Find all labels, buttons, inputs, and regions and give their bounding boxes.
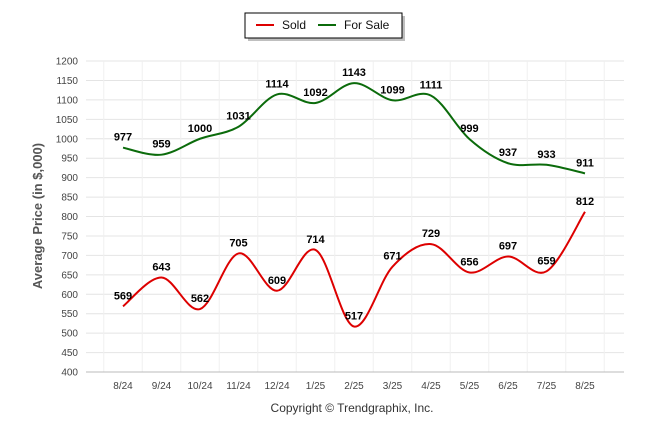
data-label-for-sale: 977	[114, 132, 132, 144]
y-tick-label: 1150	[56, 76, 78, 87]
y-tick-label: 600	[61, 290, 78, 301]
x-tick-label: 7/25	[537, 381, 557, 392]
y-tick-label: 750	[61, 231, 78, 242]
data-label-for-sale: 1111	[420, 80, 443, 92]
y-tick-label: 1200	[56, 57, 79, 68]
data-label-sold: 697	[499, 241, 517, 253]
data-label-for-sale: 959	[152, 139, 170, 151]
legend-forsale-label: For Sale	[344, 18, 390, 32]
y-tick-label: 1000	[56, 134, 79, 145]
y-axis-label: Average Price (in $,000)	[30, 143, 45, 289]
legend: Sold For Sale	[244, 12, 405, 41]
y-tick-label: 500	[61, 329, 78, 340]
series-line-sold	[122, 211, 586, 328]
data-label-sold: 671	[383, 251, 401, 263]
y-tick-label: 550	[61, 309, 78, 320]
data-label-sold: 569	[114, 290, 132, 302]
y-tick-label: 900	[61, 173, 78, 184]
data-label-for-sale: 1031	[226, 111, 250, 123]
x-tick-label: 8/25	[575, 381, 595, 392]
x-tick-label: 9/24	[152, 381, 172, 392]
x-tick-label: 5/25	[460, 381, 480, 392]
x-tick-label: 3/25	[383, 381, 403, 392]
data-label-sold: 729	[422, 228, 440, 240]
data-label-sold: 609	[268, 275, 286, 287]
x-tick-label: 1/25	[306, 381, 326, 392]
y-tick-label: 700	[61, 251, 78, 262]
y-tick-label: 950	[61, 154, 78, 165]
y-tick-label: 650	[61, 270, 78, 281]
data-label-for-sale: 937	[499, 147, 517, 159]
data-label-for-sale: 911	[576, 157, 594, 169]
data-label-for-sale: 1114	[265, 78, 289, 90]
data-label-for-sale: 1000	[188, 123, 212, 135]
series-lines	[122, 82, 586, 328]
data-labels: 569 643 562 705 609 714 517 671 729 656 697 659 812 9…	[114, 67, 594, 322]
data-label-for-sale: 1092	[303, 87, 327, 99]
y-tick-label: 400	[61, 368, 78, 379]
data-label-sold: 643	[152, 262, 170, 274]
y-tick-label: 1050	[56, 115, 79, 126]
y-tick-label: 800	[61, 212, 78, 223]
data-label-for-sale: 999	[460, 123, 478, 135]
grid-lines	[86, 60, 624, 373]
data-label-sold: 705	[229, 237, 247, 249]
data-label-sold: 517	[345, 311, 363, 323]
y-tick-label: 1100	[56, 95, 78, 106]
x-tick-label: 2/25	[344, 381, 364, 392]
y-tick-label: 450	[61, 348, 78, 359]
data-label-for-sale: 1143	[342, 67, 366, 79]
data-label-sold: 562	[191, 293, 209, 305]
x-tick-label: 10/24	[187, 381, 212, 392]
data-label-for-sale: 933	[537, 149, 555, 161]
x-tick-label: 8/24	[113, 381, 133, 392]
legend-sold-label: Sold	[282, 18, 306, 32]
x-tick-label: 6/25	[498, 381, 518, 392]
x-tick-label: 11/24	[226, 381, 251, 392]
data-label-sold: 656	[460, 256, 478, 268]
y-tick-label: 850	[61, 193, 78, 204]
data-label-for-sale: 1099	[380, 84, 404, 96]
x-tick-label: 12/24	[264, 381, 289, 392]
x-axis-ticks: 8/24 9/24 10/24 11/24 12/24 1/25 2/25 3/25 4/25 5…	[113, 381, 595, 392]
y-axis-ticks: 400 450 500 550 600 650 700 750 800 850 900 950 1000…	[56, 57, 79, 379]
copyright-text: Copyright © Trendgraphix, Inc.	[271, 401, 434, 415]
data-label-sold: 812	[576, 196, 594, 208]
series-line-for-sale	[122, 82, 586, 175]
data-label-sold: 714	[306, 234, 325, 246]
x-tick-label: 4/25	[421, 381, 441, 392]
data-label-sold: 659	[537, 255, 555, 267]
